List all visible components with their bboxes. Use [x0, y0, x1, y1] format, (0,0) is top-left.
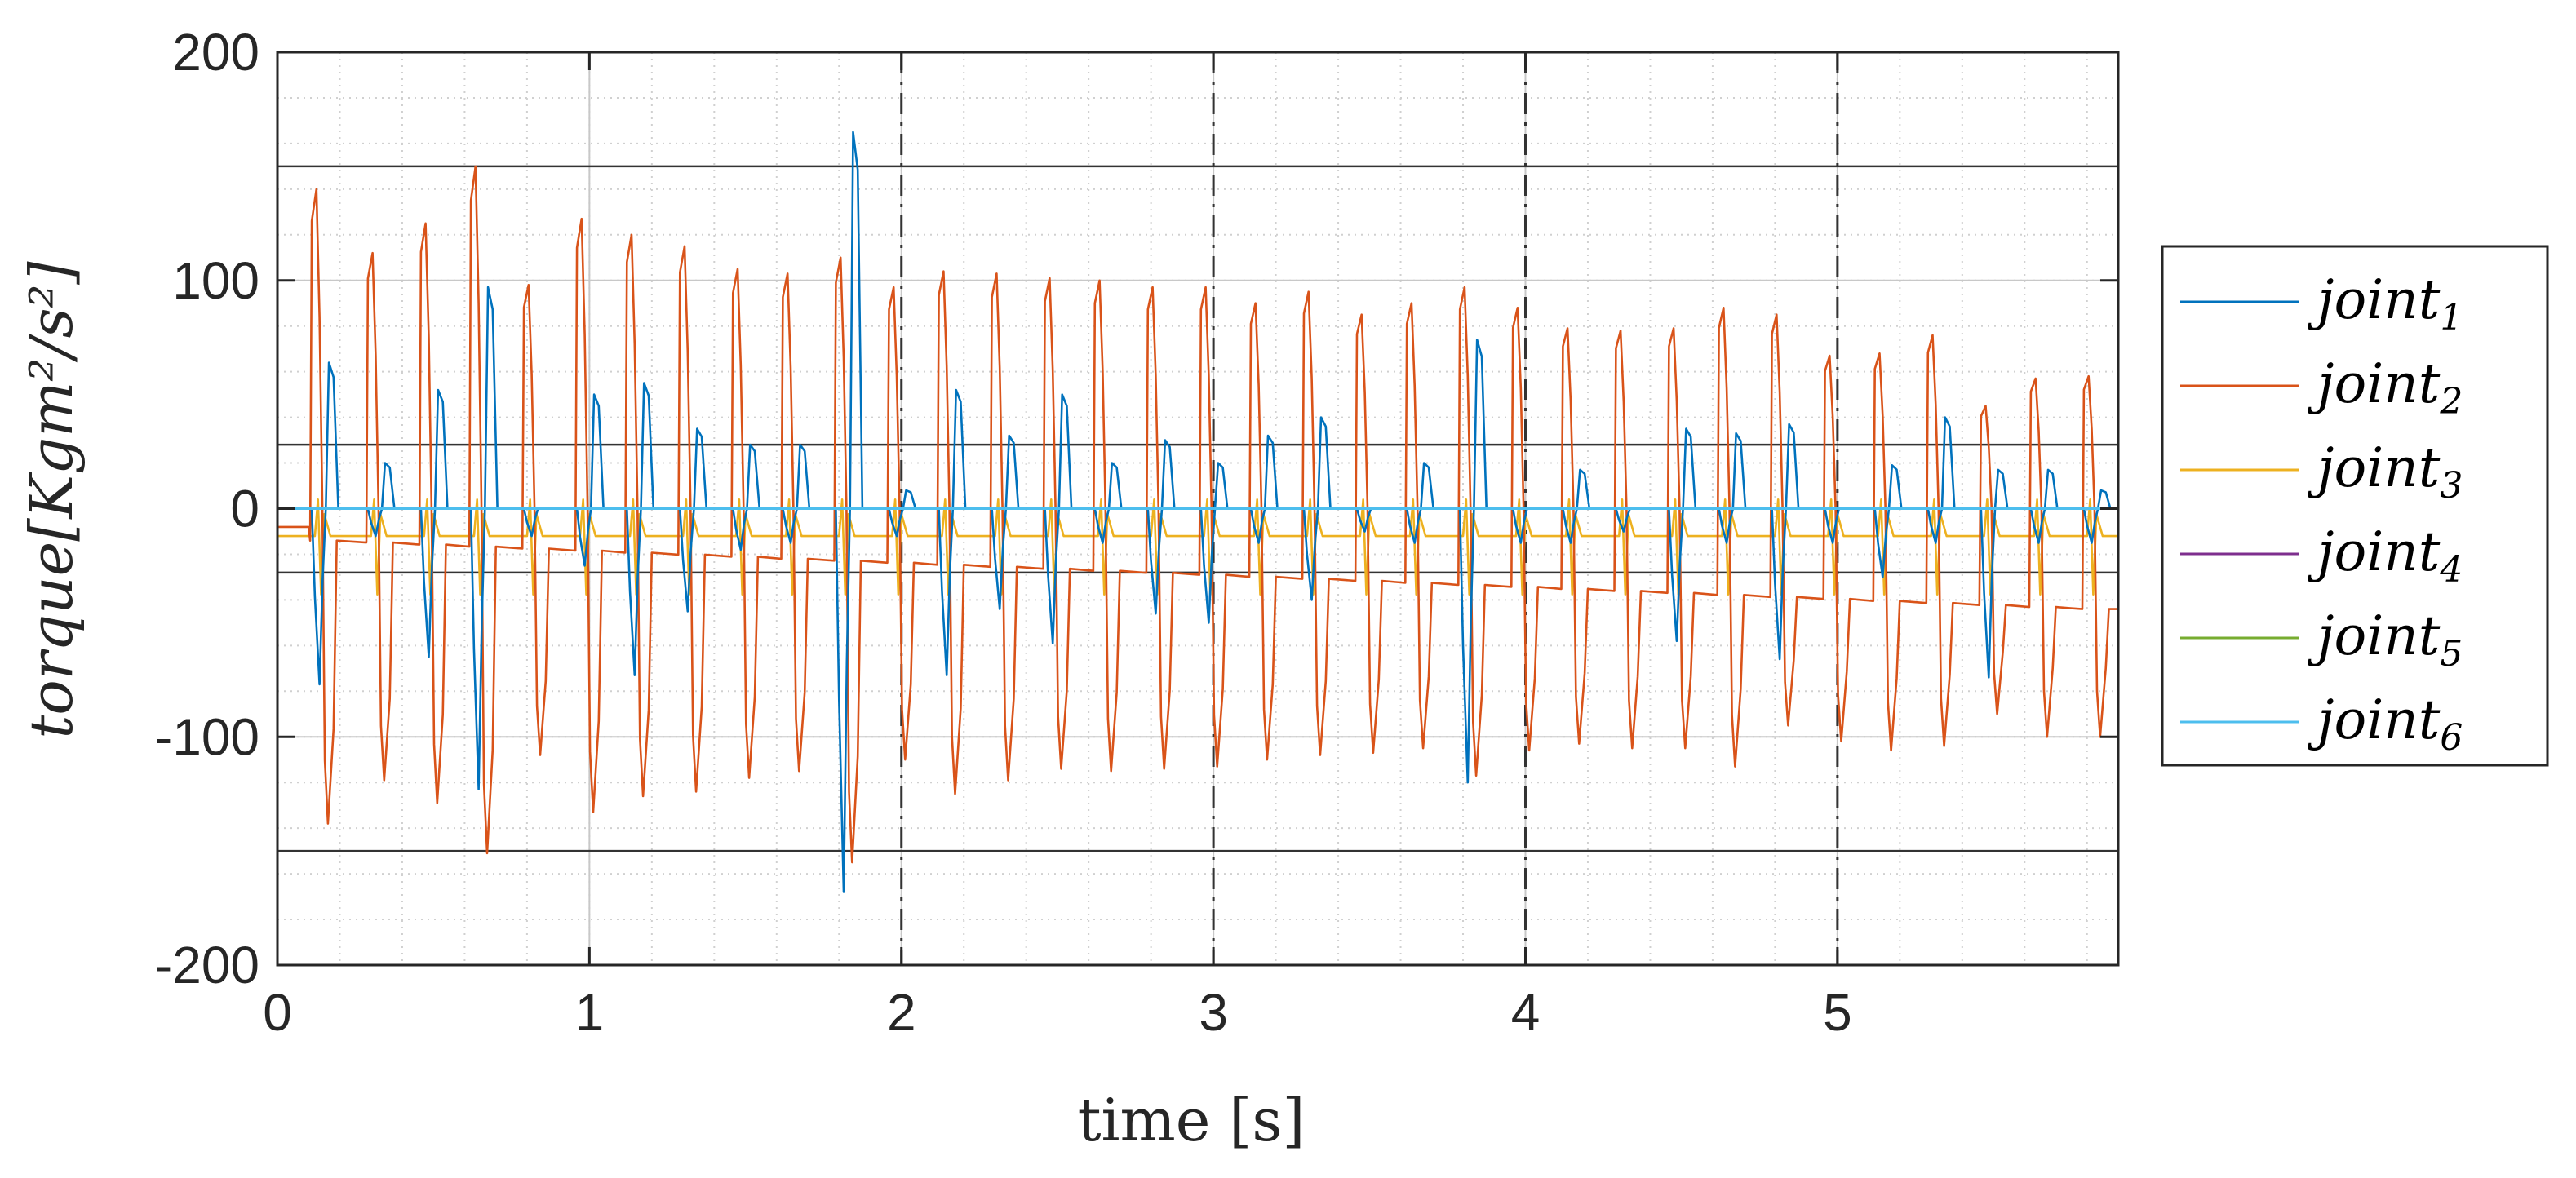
legend-label-joint2: joint2: [2307, 352, 2463, 423]
legend: joint1 joint2 joint3 joint4 joint5 joint6: [2161, 245, 2549, 767]
y-tick-label: -200: [155, 936, 259, 994]
legend-entries: joint1 joint2 joint3 joint4 joint5 joint6: [2180, 268, 2463, 759]
x-tick-label: 5: [1823, 983, 1852, 1042]
y-axis-label-unit: [Kgm²/s²]: [17, 261, 86, 542]
y-tick-label: 100: [172, 251, 259, 310]
x-tick-label: 1: [575, 983, 605, 1042]
legend-label-joint4: joint4: [2307, 520, 2463, 591]
legend-label-joint3: joint3: [2307, 436, 2463, 507]
legend-label-joint5: joint5: [2307, 604, 2463, 675]
y-tick-label: -100: [155, 707, 259, 766]
y-tick-label: 200: [172, 23, 259, 82]
series-line-joint2: [277, 165, 2118, 864]
y-tick-labels: -200 -100 0 100 200: [155, 23, 259, 994]
y-axis-label-main: torque: [17, 542, 86, 739]
legend-label-joint1: joint1: [2307, 268, 2463, 339]
y-axis-label: torque[Kgm²/s²]: [17, 261, 86, 739]
x-tick-label: 2: [887, 983, 916, 1042]
x-axis-label: time [s]: [1078, 1086, 1306, 1154]
y-tick-label: 0: [230, 480, 259, 538]
tick-marks: [276, 51, 2118, 967]
legend-label-joint6: joint6: [2307, 689, 2463, 759]
y-axis-label-group: torque[Kgm²/s²]: [17, 261, 86, 739]
series-layer: [277, 131, 2118, 893]
series-line-joint1: [277, 131, 2118, 893]
x-tick-label: 4: [1511, 983, 1541, 1042]
x-tick-label: 0: [263, 983, 292, 1042]
legend-box: [2161, 245, 2549, 767]
x-tick-labels: 0 1 2 3 4 5: [263, 983, 1851, 1042]
x-tick-label: 3: [1199, 983, 1228, 1042]
